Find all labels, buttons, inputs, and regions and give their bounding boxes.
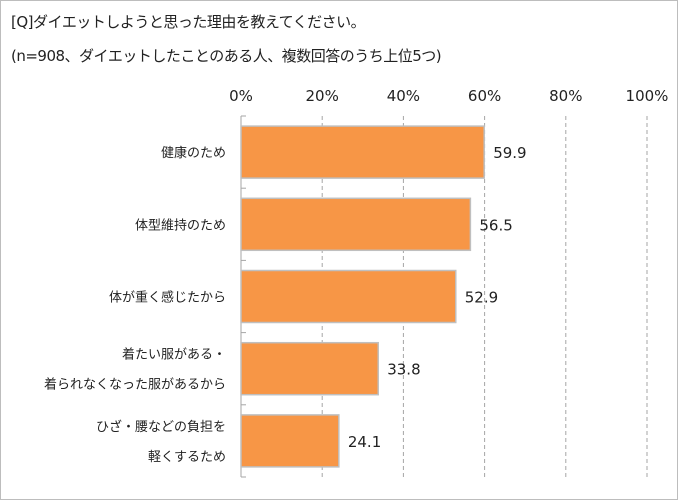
bar bbox=[240, 414, 340, 468]
tick-label: 80% bbox=[549, 87, 582, 105]
data-label: 59.9 bbox=[493, 144, 526, 162]
bar bbox=[240, 125, 485, 179]
bar bbox=[240, 341, 379, 396]
chart-subtitle: (n=908、ダイエットしたことのある人、複数回答のうち上位5つ) bbox=[11, 47, 442, 65]
category-label: 体型維持のため bbox=[135, 218, 226, 233]
data-label: 56.5 bbox=[479, 216, 512, 234]
data-label: 24.1 bbox=[348, 433, 381, 451]
tick-label: 60% bbox=[468, 87, 501, 105]
chart-title: [Q]ダイエットしようと思った理由を教えてください。 bbox=[11, 13, 366, 31]
tick-label: 100% bbox=[626, 87, 669, 105]
tick-label: 40% bbox=[387, 87, 420, 105]
tick-label: 20% bbox=[306, 87, 339, 105]
category-label: 健康のため bbox=[161, 145, 226, 161]
bar bbox=[240, 197, 472, 252]
bar bbox=[240, 269, 457, 324]
category-label: 着たい服がある・ bbox=[122, 347, 226, 363]
data-label: 33.8 bbox=[387, 361, 420, 379]
category-label: 着られなくなった服があるから bbox=[44, 377, 226, 393]
data-label: 52.9 bbox=[465, 289, 498, 307]
category-label: ひざ・腰などの負担を bbox=[96, 419, 226, 435]
category-label: 軽くするため bbox=[148, 450, 226, 465]
tick-label: 0% bbox=[229, 87, 253, 105]
category-label: 体が重く感じたから bbox=[109, 290, 226, 306]
